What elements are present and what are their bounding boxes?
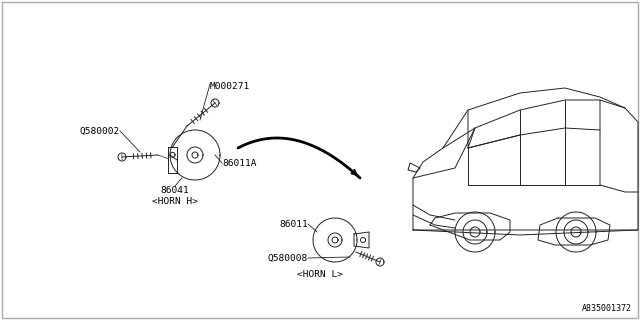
Text: 86041: 86041 [161,186,189,195]
Text: M000271: M000271 [210,82,250,91]
Text: A835001372: A835001372 [582,304,632,313]
Text: <HORN H>: <HORN H> [152,197,198,206]
Text: <HORN L>: <HORN L> [297,270,343,279]
Text: Q580002: Q580002 [80,126,120,135]
Text: 86011A: 86011A [222,158,257,167]
Text: 86011: 86011 [279,220,308,228]
Text: Q580008: Q580008 [268,253,308,262]
